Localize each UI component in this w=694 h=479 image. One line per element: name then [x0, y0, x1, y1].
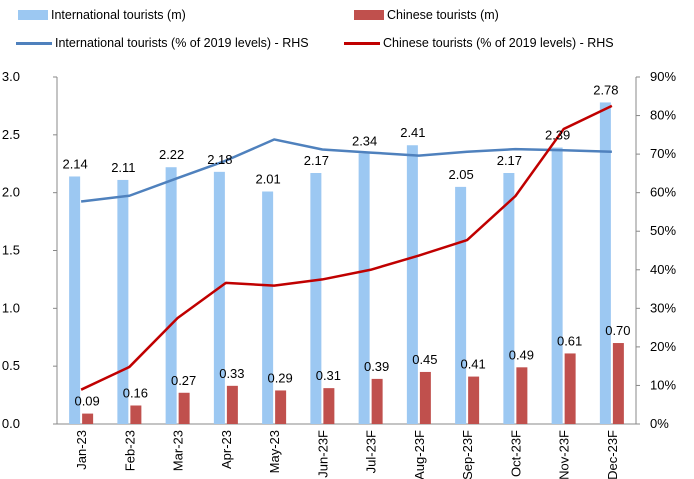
bar-international	[358, 153, 370, 424]
x-tick-label: Dec-23F	[605, 430, 620, 479]
data-label-chinese: 0.27	[171, 373, 196, 388]
data-label-chinese: 0.45	[412, 352, 437, 367]
x-tick-label: Apr-23	[219, 430, 234, 469]
legend-swatch-chinese-line	[344, 41, 380, 45]
legend-label-chinese-bar: Chinese tourists (m)	[387, 8, 499, 22]
data-label-chinese: 0.31	[316, 368, 341, 383]
bar-international	[503, 173, 515, 424]
x-tick-label: Nov-23F	[557, 430, 572, 479]
bar-international	[406, 145, 418, 424]
bar-chinese	[130, 405, 142, 424]
y-right-tick-label: 50%	[650, 223, 676, 238]
bar-chinese	[612, 343, 624, 424]
y-left-tick-label: 3.0	[2, 69, 20, 84]
data-label-chinese: 0.49	[509, 347, 534, 362]
legend-swatch-international-bar	[18, 10, 48, 20]
data-label-chinese: 0.41	[460, 357, 485, 372]
data-label-chinese: 0.61	[557, 333, 582, 348]
legend-international-line: International tourists (% of 2019 levels…	[16, 36, 309, 50]
y-left-tick-label: 2.5	[2, 127, 20, 142]
data-label-international: 2.01	[255, 172, 280, 187]
x-tick-label: May-23	[267, 430, 282, 473]
data-label-international: 2.18	[207, 152, 232, 167]
x-tick-label: Feb-23	[122, 430, 137, 471]
y-left-tick-label: 1.5	[2, 243, 20, 258]
x-tick-label: Jul-23F	[364, 430, 379, 473]
legend-label-chinese-line: Chinese tourists (% of 2019 levels) - RH…	[383, 36, 614, 50]
data-label-international: 2.39	[545, 128, 570, 143]
bar-international	[455, 186, 467, 424]
y-right-tick-label: 60%	[650, 185, 676, 200]
data-label-chinese: 0.09	[74, 394, 99, 409]
y-right-tick-label: 40%	[650, 262, 676, 277]
line-chinese-pct	[80, 104, 613, 391]
y-left-tick-label: 2.0	[2, 185, 20, 200]
bar-chinese	[82, 413, 94, 424]
y-left-tick-label: 0.0	[2, 416, 20, 431]
bar-international	[117, 179, 129, 424]
bar-chinese	[516, 367, 528, 424]
bar-international	[165, 167, 177, 424]
y-right-tick-label: 70%	[650, 146, 676, 161]
bar-chinese	[371, 378, 383, 424]
bar-international	[599, 102, 611, 425]
y-right-tick-label: 10%	[650, 377, 676, 392]
data-label-international: 2.34	[352, 133, 377, 148]
data-label-chinese: 0.70	[605, 323, 630, 338]
legend-label-international-line: International tourists (% of 2019 levels…	[55, 36, 309, 50]
legend-label-international-bar: International tourists (m)	[51, 8, 186, 22]
bar-chinese	[226, 385, 238, 424]
data-label-international: 2.41	[400, 125, 425, 140]
bar-international	[213, 171, 225, 424]
data-label-international: 2.14	[62, 156, 87, 171]
data-label-international: 2.78	[593, 82, 618, 97]
data-label-chinese: 0.16	[123, 385, 148, 400]
data-label-chinese: 0.29	[267, 370, 292, 385]
data-label-international: 2.05	[448, 167, 473, 182]
y-right-tick-label: 90%	[650, 69, 676, 84]
legend-international-bar: International tourists (m)	[18, 8, 186, 22]
y-left-tick-label: 0.5	[2, 358, 20, 373]
x-tick-label: Jan-23	[74, 430, 89, 470]
data-label-chinese: 0.39	[364, 359, 389, 374]
x-tick-label: Mar-23	[171, 430, 186, 471]
bar-chinese	[323, 388, 335, 424]
bar-international	[310, 173, 322, 424]
data-label-international: 2.17	[304, 153, 329, 168]
bar-chinese	[178, 392, 190, 424]
bar-chinese	[419, 371, 431, 424]
bar-international	[69, 176, 81, 424]
legend-swatch-international-line	[16, 41, 52, 45]
legend-chinese-bar: Chinese tourists (m)	[354, 8, 499, 22]
bar-chinese	[468, 376, 480, 424]
y-right-tick-label: 20%	[650, 339, 676, 354]
bar-chinese	[275, 390, 287, 424]
x-tick-label: Aug-23F	[412, 430, 427, 479]
y-right-tick-label: 0%	[650, 416, 669, 431]
x-tick-label: Sep-23F	[460, 430, 475, 479]
x-tick-label: Jun-23F	[315, 430, 330, 478]
data-label-international: 2.17	[497, 153, 522, 168]
data-label-international: 2.22	[159, 147, 184, 162]
data-label-chinese: 0.33	[219, 366, 244, 381]
x-tick-label: Oct-23F	[508, 430, 523, 477]
legend-chinese-line: Chinese tourists (% of 2019 levels) - RH…	[344, 36, 614, 50]
y-right-tick-label: 80%	[650, 108, 676, 123]
y-left-tick-label: 1.0	[2, 300, 20, 315]
bar-international	[262, 191, 274, 424]
data-label-international: 2.11	[111, 160, 135, 175]
y-right-tick-label: 30%	[650, 300, 676, 315]
legend-swatch-chinese-bar	[354, 10, 384, 20]
bar-international	[551, 147, 563, 424]
bar-chinese	[564, 353, 576, 424]
line-international-pct	[80, 138, 612, 203]
